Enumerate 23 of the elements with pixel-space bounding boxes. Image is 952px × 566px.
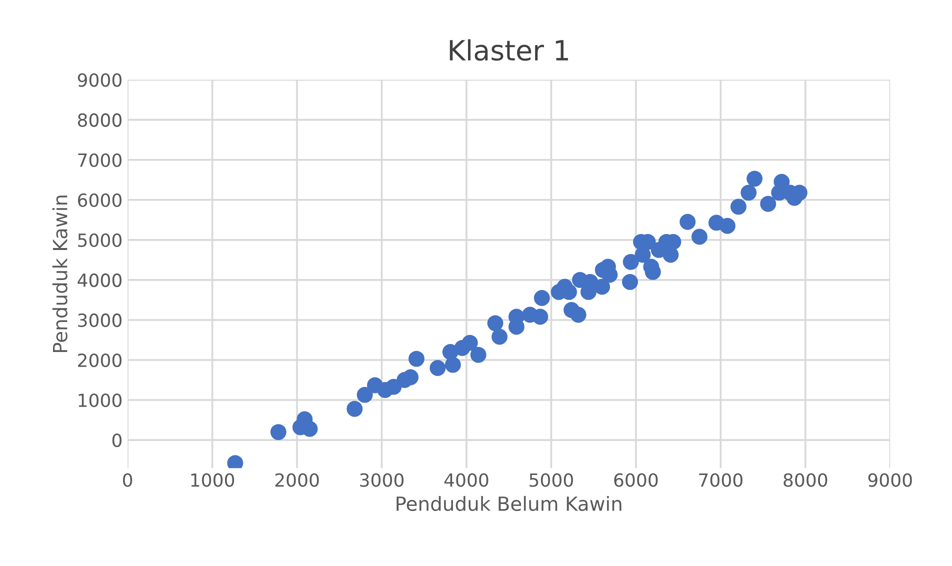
y-tick-label: 0 (112, 434, 122, 448)
x-tick-label: 0 (123, 473, 132, 487)
x-tick-label: 3000 (360, 473, 404, 487)
x-tick-label: 5000 (530, 473, 573, 487)
y-tick-label: 5000 (78, 233, 122, 248)
x-tick-label: 2000 (275, 473, 319, 487)
y-tick-label: 2000 (78, 353, 122, 368)
y-tick-label: 7000 (78, 153, 122, 167)
y-tick-label: 9000 (78, 73, 122, 87)
y-tick-label: 3000 (78, 313, 122, 328)
x-tick-label: 7000 (699, 473, 742, 487)
chart-title: Klaster 1 (450, 39, 568, 61)
y-tick-label: 8000 (78, 113, 122, 127)
x-tick-label: 8000 (784, 473, 828, 487)
x-tick-label: 9000 (868, 473, 912, 487)
x-tick-label: 6000 (614, 473, 658, 487)
y-axis-title: Penduduk Kawin (52, 196, 68, 352)
y-tick-label: 6000 (78, 193, 122, 208)
x-tick-label: 1000 (191, 473, 234, 487)
x-axis-title: Penduduk Belum Kawin (396, 496, 622, 512)
y-tick-label: 4000 (78, 273, 122, 288)
y-tick-label: 1000 (78, 393, 122, 408)
x-tick-label: 4000 (444, 473, 488, 487)
